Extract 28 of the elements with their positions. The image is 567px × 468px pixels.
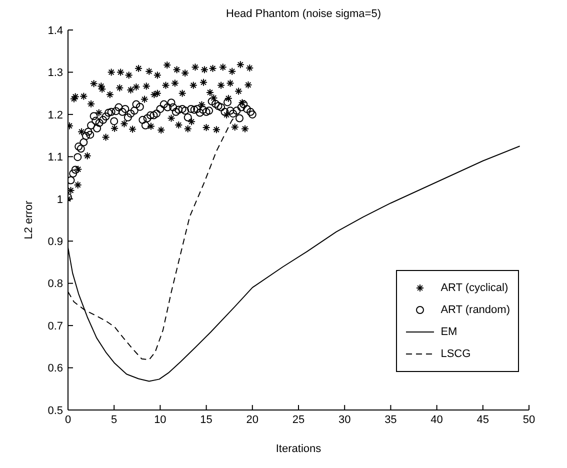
x-tick-label: 15 (200, 414, 212, 426)
y-tick-label: 1.3 (48, 67, 63, 80)
y-axis-title: L2 error (22, 200, 35, 240)
y-tick-label: 1 (56, 194, 63, 206)
legend-label: LSCG (440, 348, 471, 360)
x-tick-label: 5 (111, 414, 118, 426)
y-tick-label: 1.1 (48, 152, 63, 164)
x-tick-label: 45 (476, 414, 490, 426)
chart-title: Head Phantom (noise sigma=5) (225, 8, 382, 22)
x-tick-label: 50 (522, 414, 536, 426)
y-tick-label: 0.9 (48, 236, 63, 248)
y-tick-label: 1.2 (48, 109, 63, 122)
x-tick-label: 0 (64, 414, 72, 426)
x-axis-title: Iterations (276, 443, 322, 455)
y-tick-label: 0.7 (48, 320, 63, 332)
x-tick-label: 25 (292, 414, 305, 426)
y-tick-label: 0.8 (48, 278, 63, 290)
legend-label: EM (440, 326, 458, 338)
x-tick-label: 20 (246, 414, 259, 426)
x-tick-label: 35 (384, 414, 397, 426)
x-tick-label: 40 (430, 414, 443, 426)
x-tick-label: 10 (154, 414, 166, 426)
legend-label: ART (random) (440, 304, 510, 316)
y-tick-label: 0.6 (48, 362, 63, 375)
x-tick-label: 30 (338, 414, 351, 426)
legend-label: ART (cyclical) (440, 282, 508, 294)
y-tick-label: 1.4 (48, 24, 63, 37)
y-tick-label: 0.5 (48, 404, 63, 417)
